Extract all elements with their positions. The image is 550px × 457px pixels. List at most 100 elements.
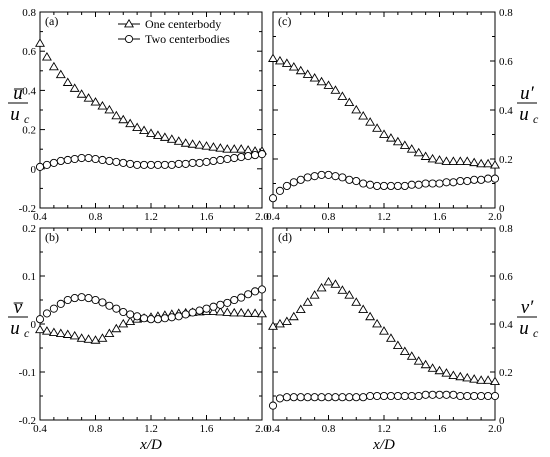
data-point-triangle xyxy=(344,97,355,107)
data-point-circle xyxy=(442,390,451,399)
data-point-triangle xyxy=(406,351,417,360)
data-point-triangle xyxy=(201,141,212,150)
data-point-circle xyxy=(407,180,416,189)
y-label-subscript: c xyxy=(533,326,539,340)
data-point-circle xyxy=(470,175,479,184)
data-point-circle xyxy=(379,391,389,401)
data-point-triangle xyxy=(208,142,219,151)
data-point-triangle xyxy=(132,122,143,132)
data-point-circle xyxy=(421,179,430,188)
data-point-circle xyxy=(119,158,128,167)
data-point-triangle xyxy=(462,372,473,382)
data-point-circle xyxy=(209,156,218,166)
data-point-circle xyxy=(268,401,278,410)
data-point-triangle xyxy=(222,307,233,316)
data-point-circle xyxy=(174,159,183,168)
data-point-circle xyxy=(428,390,437,399)
legend-marker-circle xyxy=(124,34,134,44)
y-label-subscript: c xyxy=(24,326,30,340)
data-point-circle xyxy=(153,315,162,324)
data-point-triangle xyxy=(35,324,45,334)
y-tick-label: -0.2 xyxy=(19,415,36,427)
data-point-triangle xyxy=(427,363,438,372)
data-point-triangle xyxy=(330,279,341,288)
x-tick-label: 0.4 xyxy=(33,211,47,223)
data-point-circle xyxy=(435,390,444,399)
data-point-circle xyxy=(35,315,45,324)
data-point-triangle xyxy=(309,290,320,299)
data-point-circle xyxy=(56,299,65,308)
data-point-triangle xyxy=(83,93,94,102)
x-tick-label: 2.0 xyxy=(255,423,269,435)
data-point-circle xyxy=(216,155,225,165)
y-label-numerator: v′ xyxy=(521,297,534,318)
data-point-circle xyxy=(84,153,93,163)
data-point-circle xyxy=(181,310,190,319)
data-point-circle xyxy=(251,287,260,296)
data-point-circle xyxy=(449,178,458,187)
data-point-triangle xyxy=(229,307,240,317)
series-circle xyxy=(35,150,267,171)
series-triangle xyxy=(35,38,267,155)
y-label-numerator: v̅ xyxy=(13,297,23,318)
data-point-circle xyxy=(209,302,218,311)
data-point-circle xyxy=(421,390,430,399)
x-tick-label: 0.4 xyxy=(266,423,280,435)
x-tick-label: 0.8 xyxy=(89,423,103,435)
data-point-triangle xyxy=(295,65,306,75)
data-point-triangle xyxy=(351,297,362,306)
data-point-triangle xyxy=(236,307,247,317)
data-point-circle xyxy=(359,393,368,402)
data-point-circle xyxy=(393,181,402,190)
data-point-circle xyxy=(282,393,291,402)
data-point-circle xyxy=(84,294,93,303)
data-point-triangle xyxy=(62,77,73,86)
data-point-circle xyxy=(70,294,79,303)
data-point-triangle xyxy=(448,156,459,165)
data-point-circle xyxy=(223,298,232,307)
data-point-circle xyxy=(324,393,333,402)
y-tick-label: 0.6 xyxy=(22,46,36,58)
data-point-triangle xyxy=(469,157,480,167)
x-tick-label: 0.4 xyxy=(33,423,47,435)
panel-label: (c) xyxy=(278,14,291,28)
data-point-circle xyxy=(244,152,253,161)
data-point-triangle xyxy=(399,140,410,149)
data-point-circle xyxy=(366,180,375,189)
data-point-circle xyxy=(338,393,347,402)
data-point-triangle xyxy=(194,140,205,149)
data-point-triangle xyxy=(316,76,327,86)
data-point-triangle xyxy=(222,144,233,153)
series-circle xyxy=(35,285,267,324)
data-point-triangle xyxy=(420,359,431,369)
panel-label: (b) xyxy=(45,230,59,244)
data-point-circle xyxy=(490,391,500,401)
data-point-triangle xyxy=(166,134,177,143)
data-point-triangle xyxy=(274,318,285,328)
x-tick-label: 0.8 xyxy=(322,211,336,223)
data-point-circle xyxy=(345,393,354,402)
data-point-circle xyxy=(324,170,333,179)
data-point-circle xyxy=(456,176,465,186)
data-point-triangle xyxy=(97,100,108,110)
data-point-triangle xyxy=(490,376,500,385)
data-point-triangle xyxy=(55,328,66,337)
data-point-circle xyxy=(42,160,51,169)
data-point-circle xyxy=(484,391,493,401)
series-circle xyxy=(268,390,500,410)
data-point-circle xyxy=(275,186,284,195)
y-label-subscript: c xyxy=(533,112,539,126)
data-point-circle xyxy=(140,314,149,323)
data-point-triangle xyxy=(337,285,348,294)
data-point-circle xyxy=(257,150,267,159)
data-point-circle xyxy=(188,308,197,317)
y-tick-label: 0.8 xyxy=(499,223,513,235)
data-point-triangle xyxy=(476,158,487,168)
x-axis-label: x/D xyxy=(372,437,395,453)
data-point-circle xyxy=(366,391,375,401)
data-point-circle xyxy=(407,391,416,401)
data-point-triangle xyxy=(323,80,334,89)
data-point-triangle xyxy=(344,290,355,299)
data-point-circle xyxy=(42,309,51,318)
